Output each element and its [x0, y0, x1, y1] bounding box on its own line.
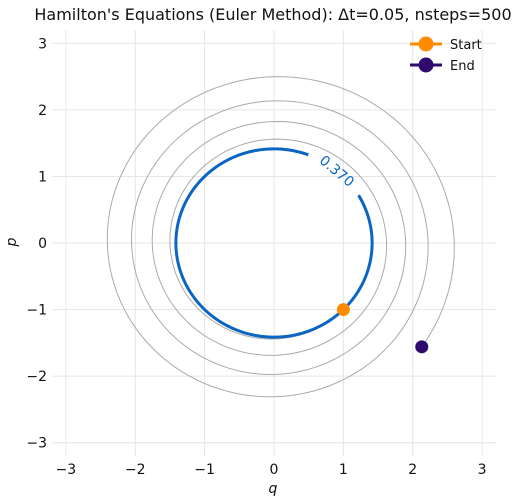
- trajectory-line: [106, 76, 455, 398]
- x-tick-label: −1: [194, 462, 215, 478]
- y-tick-label: 3: [38, 36, 47, 52]
- legend-end-marker: [418, 57, 434, 73]
- y-tick-label: 2: [38, 103, 47, 119]
- y-tick-label: 1: [38, 169, 47, 185]
- markers: [336, 303, 429, 354]
- legend-end-label: End: [450, 59, 475, 74]
- contour-line: [174, 147, 374, 339]
- chart-title: Hamilton's Equations (Euler Method): Δt=…: [34, 5, 511, 24]
- x-tick-label: 3: [478, 462, 487, 478]
- trajectory: [106, 76, 455, 398]
- x-axis-label: q: [269, 481, 278, 497]
- marker-start: [336, 303, 350, 317]
- x-tick-label: −3: [56, 462, 77, 478]
- y-tick-label: 0: [38, 236, 47, 252]
- x-tick-label: −2: [125, 462, 146, 478]
- x-tick-label: 1: [339, 462, 348, 478]
- y-tick-label: −2: [26, 369, 47, 385]
- x-tick-label: 0: [270, 462, 279, 478]
- marker-end: [415, 340, 429, 354]
- legend-start-marker: [418, 36, 434, 52]
- y-tick-label: −3: [26, 436, 47, 452]
- legend-start-label: Start: [450, 38, 482, 53]
- y-tick-label: −1: [26, 303, 47, 319]
- ticks: −3 −2 −1 0 1 2 3 −3 −2 −1 0 1 2 3: [26, 36, 486, 478]
- x-tick-label: 2: [408, 462, 417, 478]
- legend: Start End: [410, 36, 482, 74]
- y-axis-label: p: [4, 237, 20, 247]
